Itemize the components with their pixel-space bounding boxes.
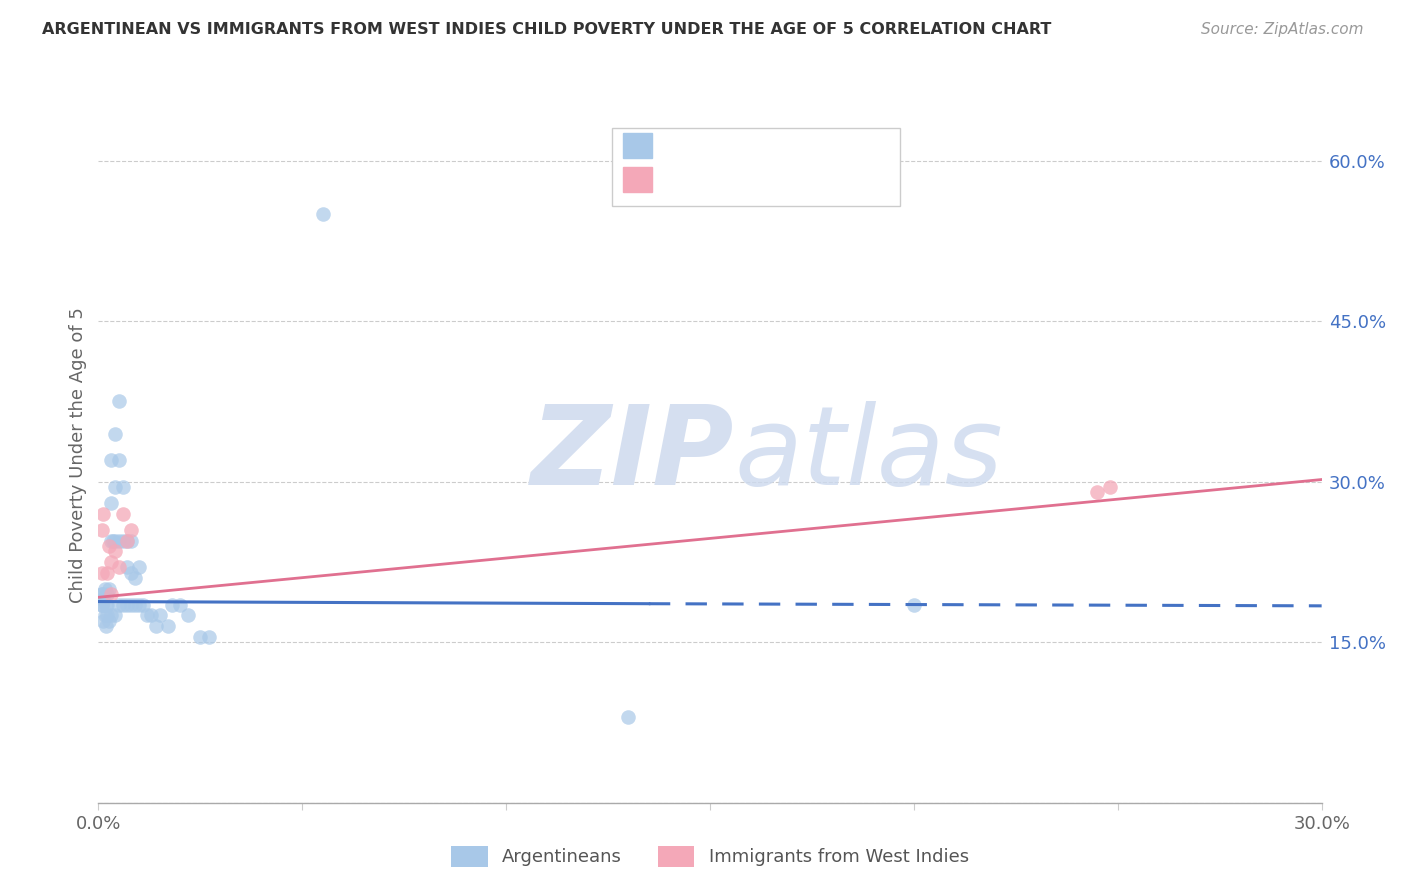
Point bbox=[124, 598, 146, 612]
Point bbox=[97, 582, 120, 596]
Text: 0.599: 0.599 bbox=[699, 172, 751, 190]
Point bbox=[115, 598, 138, 612]
Point bbox=[1098, 480, 1121, 494]
Point bbox=[160, 598, 183, 612]
Point bbox=[108, 598, 131, 612]
Point bbox=[120, 533, 142, 548]
Point bbox=[617, 710, 640, 724]
Point bbox=[96, 608, 118, 623]
Point bbox=[312, 207, 335, 221]
Point bbox=[120, 523, 142, 537]
Point bbox=[104, 608, 127, 623]
Text: 15: 15 bbox=[814, 172, 838, 190]
Point bbox=[169, 598, 191, 612]
Point bbox=[100, 608, 122, 623]
Point bbox=[94, 619, 117, 633]
Point bbox=[115, 533, 138, 548]
Y-axis label: Child Poverty Under the Age of 5: Child Poverty Under the Age of 5 bbox=[69, 307, 87, 603]
Text: ZIP: ZIP bbox=[531, 401, 734, 508]
Point bbox=[132, 598, 155, 612]
Text: ARGENTINEAN VS IMMIGRANTS FROM WEST INDIES CHILD POVERTY UNDER THE AGE OF 5 CORR: ARGENTINEAN VS IMMIGRANTS FROM WEST INDI… bbox=[42, 22, 1052, 37]
Point bbox=[91, 507, 114, 521]
Point bbox=[100, 587, 122, 601]
Point bbox=[141, 608, 163, 623]
Point bbox=[97, 539, 120, 553]
Point bbox=[91, 614, 114, 628]
Point bbox=[108, 453, 131, 467]
Point bbox=[108, 394, 131, 409]
Point bbox=[108, 560, 131, 574]
Point bbox=[111, 598, 134, 612]
Point bbox=[91, 566, 114, 580]
Point bbox=[93, 582, 115, 596]
Legend: Argentineans, Immigrants from West Indies: Argentineans, Immigrants from West Indie… bbox=[444, 838, 976, 874]
Point bbox=[97, 614, 120, 628]
Point bbox=[188, 630, 212, 644]
Point bbox=[100, 555, 122, 569]
Point bbox=[111, 533, 134, 548]
Point bbox=[96, 587, 118, 601]
Point bbox=[90, 523, 112, 537]
Point bbox=[104, 426, 127, 441]
Point bbox=[177, 608, 200, 623]
Point bbox=[111, 480, 134, 494]
Point bbox=[145, 619, 167, 633]
Text: 55: 55 bbox=[814, 138, 838, 156]
Text: Source: ZipAtlas.com: Source: ZipAtlas.com bbox=[1201, 22, 1364, 37]
Point bbox=[100, 496, 122, 510]
Text: N =: N = bbox=[775, 138, 815, 156]
Point bbox=[93, 608, 115, 623]
Point bbox=[903, 598, 925, 612]
Text: R =: R = bbox=[659, 138, 699, 156]
Point bbox=[104, 544, 127, 558]
Point bbox=[94, 598, 117, 612]
Point bbox=[100, 453, 122, 467]
Point bbox=[149, 608, 172, 623]
Point bbox=[156, 619, 179, 633]
Point bbox=[115, 560, 138, 574]
Point bbox=[115, 533, 138, 548]
Point bbox=[91, 587, 114, 601]
Point bbox=[96, 566, 118, 580]
Text: -0.010: -0.010 bbox=[699, 138, 756, 156]
Point bbox=[136, 608, 159, 623]
Point bbox=[91, 598, 114, 612]
Point bbox=[91, 592, 114, 607]
Point bbox=[1085, 485, 1108, 500]
Text: atlas: atlas bbox=[734, 401, 1002, 508]
Point bbox=[120, 598, 142, 612]
Point bbox=[128, 560, 150, 574]
Point bbox=[111, 507, 134, 521]
Point bbox=[90, 587, 112, 601]
Point bbox=[104, 480, 127, 494]
Point bbox=[197, 630, 219, 644]
Point bbox=[101, 533, 124, 548]
Text: N =: N = bbox=[775, 172, 815, 190]
Text: R =: R = bbox=[659, 172, 699, 190]
Point bbox=[90, 598, 112, 612]
Point bbox=[104, 533, 127, 548]
Point bbox=[120, 566, 142, 580]
Point bbox=[100, 533, 122, 548]
Point bbox=[108, 533, 131, 548]
Point bbox=[124, 571, 146, 585]
Point bbox=[128, 598, 150, 612]
Point bbox=[96, 598, 118, 612]
